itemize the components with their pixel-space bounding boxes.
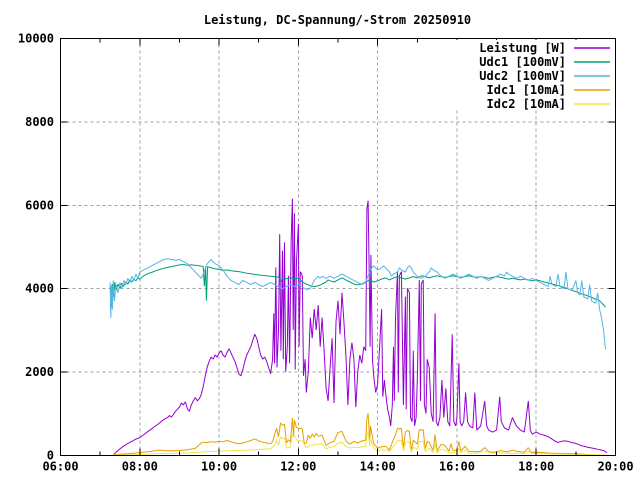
legend-item-idc1-10ma: Idc1 [10mA]	[487, 83, 610, 97]
legend-label-leistung-w: Leistung [W]	[479, 41, 566, 55]
legend-label-udc1-100mv: Udc1 [100mV]	[479, 55, 566, 69]
series-line-idc2-10ma	[111, 431, 606, 456]
legend-item-udc1-100mv: Udc1 [100mV]	[479, 55, 610, 69]
series-lines	[109, 198, 608, 456]
axes: 06:00 08:00 10:00 12:00 14:00 16:00 18:00 20:00…	[18, 32, 634, 474]
y-tick-label: 8000	[25, 115, 54, 129]
chart-title: Leistung, DC-Spannung/-Strom 20250910	[204, 13, 471, 27]
legend-label-idc1-10ma: Idc1 [10mA]	[487, 83, 566, 97]
legend: Leistung [W]Udc1 [100mV]Udc2 [100mV]Idc1…	[448, 40, 614, 111]
x-tick-label: 08:00	[122, 460, 158, 474]
x-tick-label: 18:00	[518, 460, 554, 474]
series-line-leistung-w	[112, 198, 608, 456]
legend-background	[448, 40, 614, 110]
y-tick-label: 2000	[25, 365, 54, 379]
y-tick-label: 4000	[25, 282, 54, 296]
x-tick-label: 10:00	[201, 460, 237, 474]
grid-lines	[60, 38, 616, 456]
legend-item-udc2-100mv: Udc2 [100mV]	[479, 69, 610, 83]
y-tick-label: 6000	[25, 198, 54, 212]
series-line-udc2-100mv	[109, 258, 607, 350]
x-tick-label: 14:00	[360, 460, 396, 474]
legend-label-idc2-10ma: Idc2 [10mA]	[487, 97, 566, 111]
legend-label-udc2-100mv: Udc2 [100mV]	[479, 69, 566, 83]
legend-item-leistung-w: Leistung [W]	[479, 41, 610, 55]
x-tick-label: 06:00	[42, 460, 78, 474]
x-tick-label: 20:00	[597, 460, 633, 474]
y-tick-label: 0	[47, 449, 54, 463]
legend-item-idc2-10ma: Idc2 [10mA]	[487, 97, 610, 111]
series-line-idc1-10ma	[111, 413, 604, 456]
x-tick-label: 16:00	[439, 460, 475, 474]
series-line-udc1-100mv	[110, 264, 606, 308]
y-tick-label: 10000	[18, 32, 54, 46]
x-tick-label: 12:00	[280, 460, 316, 474]
